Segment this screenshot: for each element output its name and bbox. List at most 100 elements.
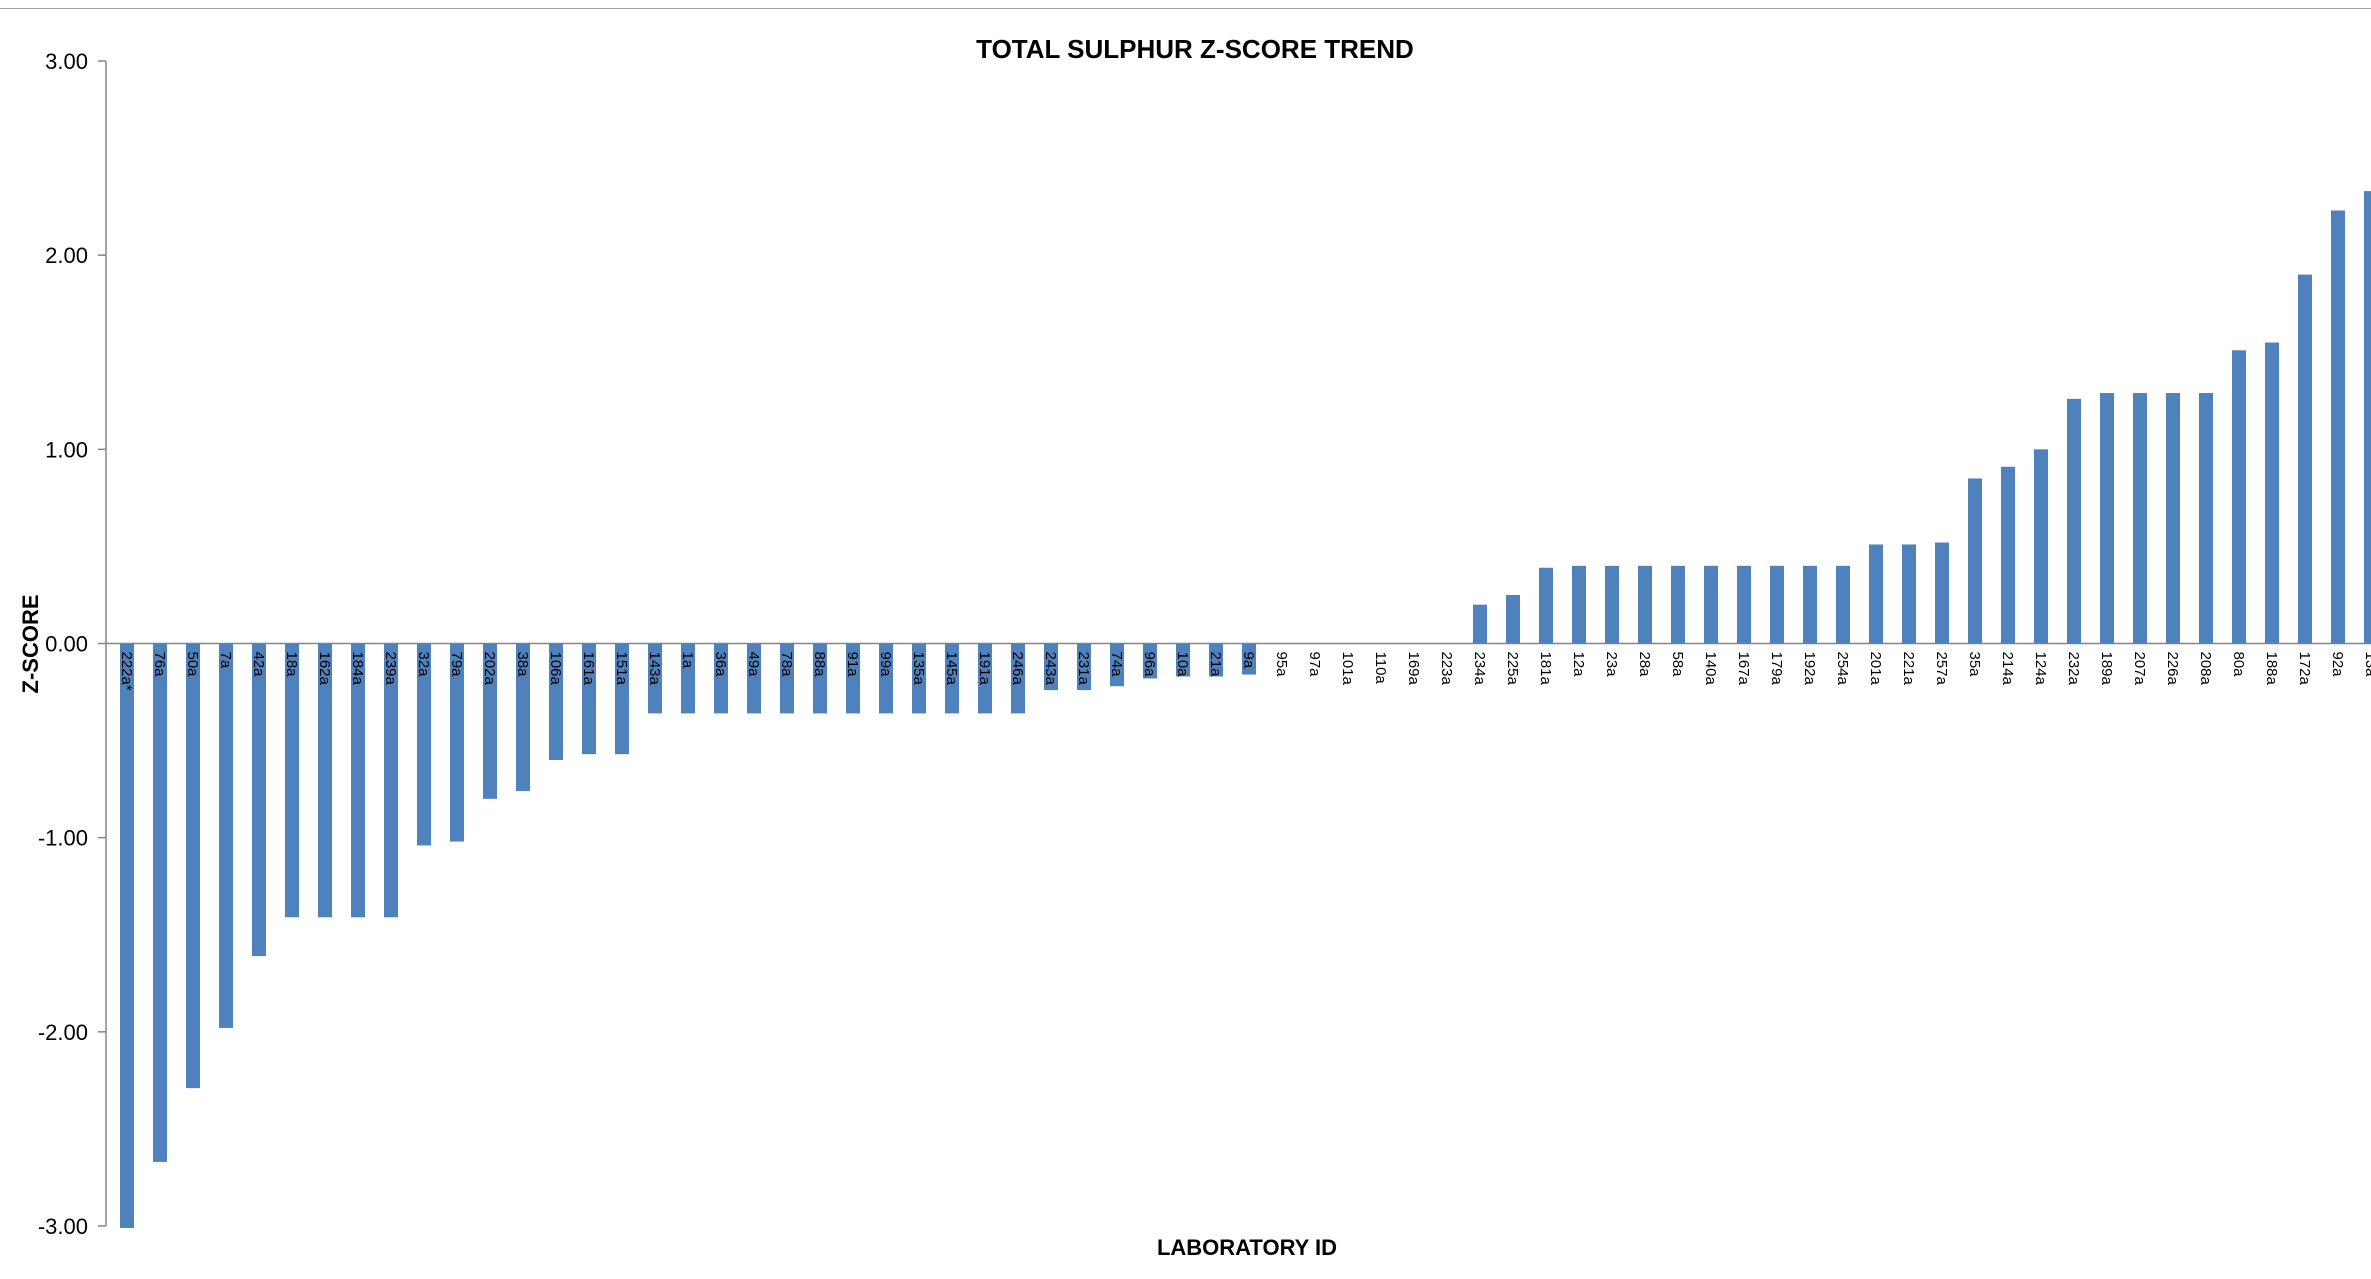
bar xyxy=(747,643,761,714)
bar xyxy=(153,643,167,1162)
x-tick-label: 179a xyxy=(1768,652,1785,686)
y-axis-title: Z-SCORE xyxy=(18,595,43,694)
x-tick-label: 79a xyxy=(448,652,465,678)
bar xyxy=(2298,274,2312,644)
x-tick-label: 96a xyxy=(1141,652,1158,678)
x-tick-label: 124a xyxy=(2032,652,2049,686)
bar xyxy=(450,643,464,842)
x-tick-label: 161a xyxy=(580,652,597,686)
bar xyxy=(1110,643,1124,687)
x-tick-label: 172a xyxy=(2296,652,2313,686)
bar xyxy=(1539,567,1553,644)
bar xyxy=(2166,393,2180,644)
bar xyxy=(1506,594,1520,644)
x-tick-label: 91a xyxy=(844,652,861,678)
x-tick-label: 257a xyxy=(1933,652,1950,686)
bar xyxy=(252,643,266,957)
x-tick-label: 188a xyxy=(2263,652,2280,686)
bar xyxy=(1011,643,1025,714)
bar xyxy=(1803,565,1817,644)
x-tick-label: 221a xyxy=(1900,652,1917,686)
x-tick-label: 239a xyxy=(382,652,399,686)
bar xyxy=(351,643,365,918)
x-tick-label: 234a xyxy=(1471,652,1488,686)
x-tick-label: 191a xyxy=(976,652,993,686)
bar xyxy=(417,643,431,846)
x-tick-label: 32a xyxy=(415,652,432,678)
x-tick-label: 207a xyxy=(2131,652,2148,686)
bar xyxy=(318,643,332,918)
bar xyxy=(1704,565,1718,644)
bar xyxy=(615,643,629,755)
bar xyxy=(2133,393,2147,644)
y-tick-label: 3.00 xyxy=(45,49,88,74)
x-tick-label: 208a xyxy=(2197,652,2214,686)
bar xyxy=(846,643,860,714)
bar xyxy=(1209,643,1223,677)
bar xyxy=(1902,544,1916,644)
x-tick-labels: 222a* 76a 50a 7a 42a 18a 162a 184a 239a 32a 79a 202… xyxy=(118,652,2371,691)
x-tick-label: 214a xyxy=(1999,652,2016,686)
x-tick-label: 184a xyxy=(349,652,366,686)
bar xyxy=(1935,542,1949,644)
x-tick-label: 38a xyxy=(514,652,531,678)
bar xyxy=(1044,643,1058,691)
bar xyxy=(2265,342,2279,644)
x-tick-label: 145a xyxy=(943,652,960,686)
x-tick-label: 88a xyxy=(811,652,828,678)
bar xyxy=(384,643,398,918)
bar xyxy=(681,643,695,714)
x-tick-label: 110a xyxy=(1372,652,1389,685)
x-tick-label: 140a xyxy=(1702,652,1719,686)
x-tick-label: 92a xyxy=(2329,652,2346,678)
x-tick-label: 169a xyxy=(1405,652,1422,686)
x-tick-label: 225a xyxy=(1504,652,1521,686)
x-tick-label: 167a xyxy=(1735,652,1752,686)
x-tick-label: 49a xyxy=(745,652,762,678)
x-tick-label: 80a xyxy=(2230,652,2247,678)
chart-title: TOTAL SULPHUR Z-SCORE TREND xyxy=(976,34,1414,64)
x-tick-label: 201a xyxy=(1867,652,1884,686)
y-tick-label: -3.00 xyxy=(38,1214,88,1239)
bar xyxy=(1077,643,1091,691)
bar xyxy=(2199,393,2213,644)
bar xyxy=(1605,565,1619,644)
x-tick-label: 162a xyxy=(316,652,333,686)
bar xyxy=(1473,604,1487,644)
x-tick-label: 143a xyxy=(646,652,663,686)
bar xyxy=(1770,565,1784,644)
bar xyxy=(1836,565,1850,644)
bar xyxy=(2100,393,2114,644)
x-tick-label: 28a xyxy=(1636,652,1653,678)
bar xyxy=(1869,544,1883,644)
x-tick-label: 97a xyxy=(1306,652,1323,678)
x-tick-label: 76a xyxy=(151,652,168,678)
x-tick-label: 231a xyxy=(1075,652,1092,686)
x-tick-label: 42a xyxy=(250,652,267,678)
bar xyxy=(978,643,992,714)
x-tick-label: 223a xyxy=(1438,652,1455,686)
x-tick-label: 74a xyxy=(1108,652,1125,678)
x-tick-label: 10a xyxy=(1174,652,1191,678)
x-tick-label: 222a* xyxy=(118,652,135,691)
x-tick-label: 151a xyxy=(613,652,630,686)
bar xyxy=(2364,191,2371,644)
bar xyxy=(1572,565,1586,644)
bar xyxy=(780,643,794,714)
bar xyxy=(2001,466,2015,644)
y-tick-label: 2.00 xyxy=(45,243,88,268)
bar xyxy=(219,643,233,1028)
bar xyxy=(1242,643,1256,675)
x-tick-label: 23a xyxy=(1603,652,1620,678)
bar xyxy=(285,643,299,918)
bar xyxy=(582,643,596,755)
bar xyxy=(186,643,200,1089)
x-tick-label: 12a xyxy=(1570,652,1587,678)
x-tick-label: 36a xyxy=(712,652,729,678)
bar xyxy=(912,643,926,714)
bar xyxy=(879,643,893,714)
bar xyxy=(1638,565,1652,644)
x-tick-label: 246a xyxy=(1009,652,1026,686)
bar xyxy=(648,643,662,714)
